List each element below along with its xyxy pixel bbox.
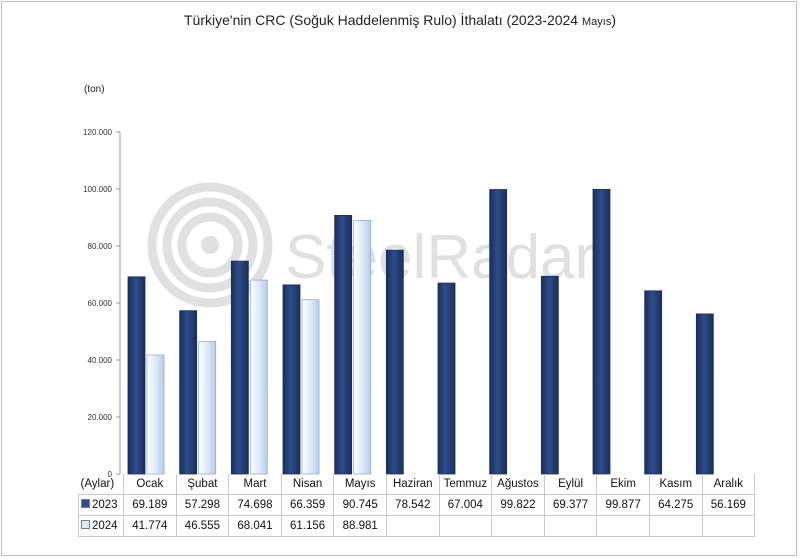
- bar-2023-3: [230, 260, 249, 475]
- table-row: 2023 69.189 57.298 74.698 66.359 90.745 78.542…: [78, 494, 756, 516]
- series-name: 2024: [92, 520, 118, 532]
- category-label: Kasım: [648, 474, 703, 495]
- category-label: Eylül: [543, 474, 598, 495]
- data-value-cell: 64.275: [648, 494, 703, 516]
- unit-label: (ton): [84, 84, 105, 95]
- data-value-cell: 78.542: [385, 494, 440, 516]
- data-value-cell: 66.359: [280, 494, 335, 516]
- series-legend-cell: 2024: [78, 515, 124, 537]
- data-value-cell: [701, 515, 756, 537]
- data-value-cell: 88.981: [333, 515, 387, 537]
- table-row: 2024 41.774 46.555 68.041 61.156 88.981: [78, 515, 756, 537]
- title-end: ): [611, 12, 616, 28]
- data-value-cell: [385, 515, 440, 537]
- bar-2023-6: [385, 249, 404, 475]
- category-label: Aralık: [701, 474, 756, 495]
- category-label: Mayıs: [333, 474, 387, 495]
- category-label: Haziran: [385, 474, 440, 495]
- y-tick-label: 60.000: [88, 299, 113, 308]
- bar-2023-5: [334, 214, 353, 475]
- title-main: Türkiye'nin CRC (Soğuk Haddelenmiş Rulo)…: [184, 12, 582, 28]
- category-label: Ocak: [123, 474, 177, 495]
- data-value-cell: 61.156: [280, 515, 335, 537]
- bar-2023-1: [127, 276, 146, 475]
- table-header-row: (Aylar) Ocak Şubat Mart Nisan Mayıs Haziran Tem…: [78, 474, 756, 495]
- data-value-cell: [491, 515, 545, 537]
- y-tick-label: 40.000: [88, 356, 113, 365]
- data-value-cell: 99.822: [491, 494, 545, 516]
- category-label: Temmuz: [438, 474, 493, 495]
- bar-2024-5: [353, 220, 372, 475]
- category-label: Mart: [228, 474, 282, 495]
- y-tick-label: 120.000: [83, 128, 112, 137]
- bar-2023-12: [695, 313, 714, 475]
- data-value-cell: 41.774: [123, 515, 177, 537]
- series-name: 2023: [92, 499, 118, 511]
- y-tick-label: 20.000: [88, 413, 113, 422]
- axis-category-label: (Aylar): [78, 474, 124, 495]
- data-value-cell: 46.555: [175, 515, 230, 537]
- data-value-cell: 57.298: [175, 494, 230, 516]
- data-value-cell: 90.745: [333, 494, 387, 516]
- bar-2024-3: [249, 279, 268, 475]
- category-label: Ağustos: [491, 474, 545, 495]
- watermark-logo: [147, 182, 273, 308]
- y-tick-label: 100.000: [83, 185, 112, 194]
- series-legend-cell: 2023: [78, 494, 124, 516]
- category-label: Şubat: [175, 474, 230, 495]
- data-table: (Aylar) Ocak Şubat Mart Nisan Mayıs Haziran Tem…: [78, 474, 756, 537]
- title-month: Mayıs: [581, 16, 612, 28]
- data-value-cell: 56.169: [701, 494, 756, 516]
- legend-swatch: [81, 499, 90, 508]
- data-value-cell: 69.189: [123, 494, 177, 516]
- bar-2023-11: [644, 290, 663, 475]
- data-value-cell: 69.377: [543, 494, 598, 516]
- data-value-cell: 68.041: [228, 515, 282, 537]
- y-tick-label: 80.000: [88, 242, 113, 251]
- data-value-cell: [543, 515, 598, 537]
- data-value-cell: [596, 515, 650, 537]
- bar-2023-10: [592, 188, 611, 475]
- bar-2023-2: [179, 310, 198, 475]
- chart-title: Türkiye'nin CRC (Soğuk Haddelenmiş Rulo)…: [0, 12, 800, 28]
- category-label: Ekim: [596, 474, 650, 495]
- bar-2023-9: [540, 275, 559, 475]
- bar-2024-4: [301, 299, 320, 475]
- data-value-cell: 74.698: [228, 494, 282, 516]
- bar-2023-8: [489, 189, 508, 475]
- data-value-cell: 99.877: [596, 494, 650, 516]
- data-value-cell: [648, 515, 703, 537]
- bar-2024-1: [146, 354, 165, 475]
- data-value-cell: [438, 515, 493, 537]
- bar-2023-7: [437, 282, 456, 475]
- data-value-cell: 67.004: [438, 494, 493, 516]
- category-label: Nisan: [280, 474, 335, 495]
- legend-swatch: [81, 520, 90, 529]
- bar-2023-4: [282, 284, 301, 475]
- bar-2024-2: [198, 340, 217, 475]
